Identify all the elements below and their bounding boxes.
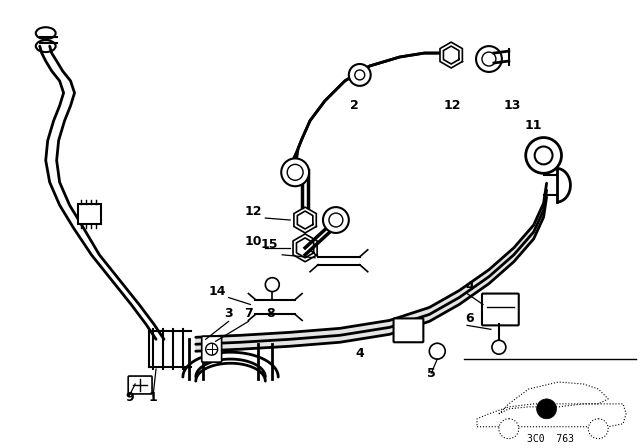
Circle shape [429, 343, 445, 359]
FancyBboxPatch shape [394, 319, 423, 342]
Polygon shape [440, 42, 462, 68]
Text: 12: 12 [444, 99, 461, 112]
Text: 8: 8 [266, 307, 275, 320]
Circle shape [525, 138, 561, 173]
Text: 9: 9 [125, 391, 134, 404]
Circle shape [281, 159, 309, 186]
Polygon shape [196, 183, 547, 351]
Text: 12: 12 [245, 205, 262, 218]
Circle shape [349, 64, 371, 86]
Text: 6: 6 [465, 312, 474, 325]
Circle shape [205, 343, 218, 355]
Circle shape [588, 419, 608, 439]
FancyBboxPatch shape [202, 336, 221, 362]
Text: 4: 4 [465, 280, 474, 293]
FancyBboxPatch shape [77, 204, 101, 224]
Circle shape [537, 399, 557, 419]
Text: 10: 10 [245, 235, 262, 248]
Text: 3C0  763: 3C0 763 [527, 434, 574, 444]
FancyBboxPatch shape [482, 293, 519, 325]
Text: 3: 3 [224, 307, 233, 320]
FancyBboxPatch shape [128, 376, 152, 394]
Text: 2: 2 [351, 99, 359, 112]
Text: 7: 7 [244, 307, 253, 320]
Text: 5: 5 [427, 367, 436, 380]
Circle shape [499, 419, 519, 439]
Circle shape [323, 207, 349, 233]
Text: 15: 15 [260, 238, 278, 251]
Circle shape [266, 278, 279, 292]
Text: 13: 13 [503, 99, 520, 112]
Circle shape [476, 46, 502, 72]
Text: 4: 4 [355, 347, 364, 360]
Circle shape [492, 340, 506, 354]
Text: 1: 1 [148, 391, 157, 404]
Text: 14: 14 [208, 284, 225, 297]
Text: 11: 11 [525, 119, 543, 132]
